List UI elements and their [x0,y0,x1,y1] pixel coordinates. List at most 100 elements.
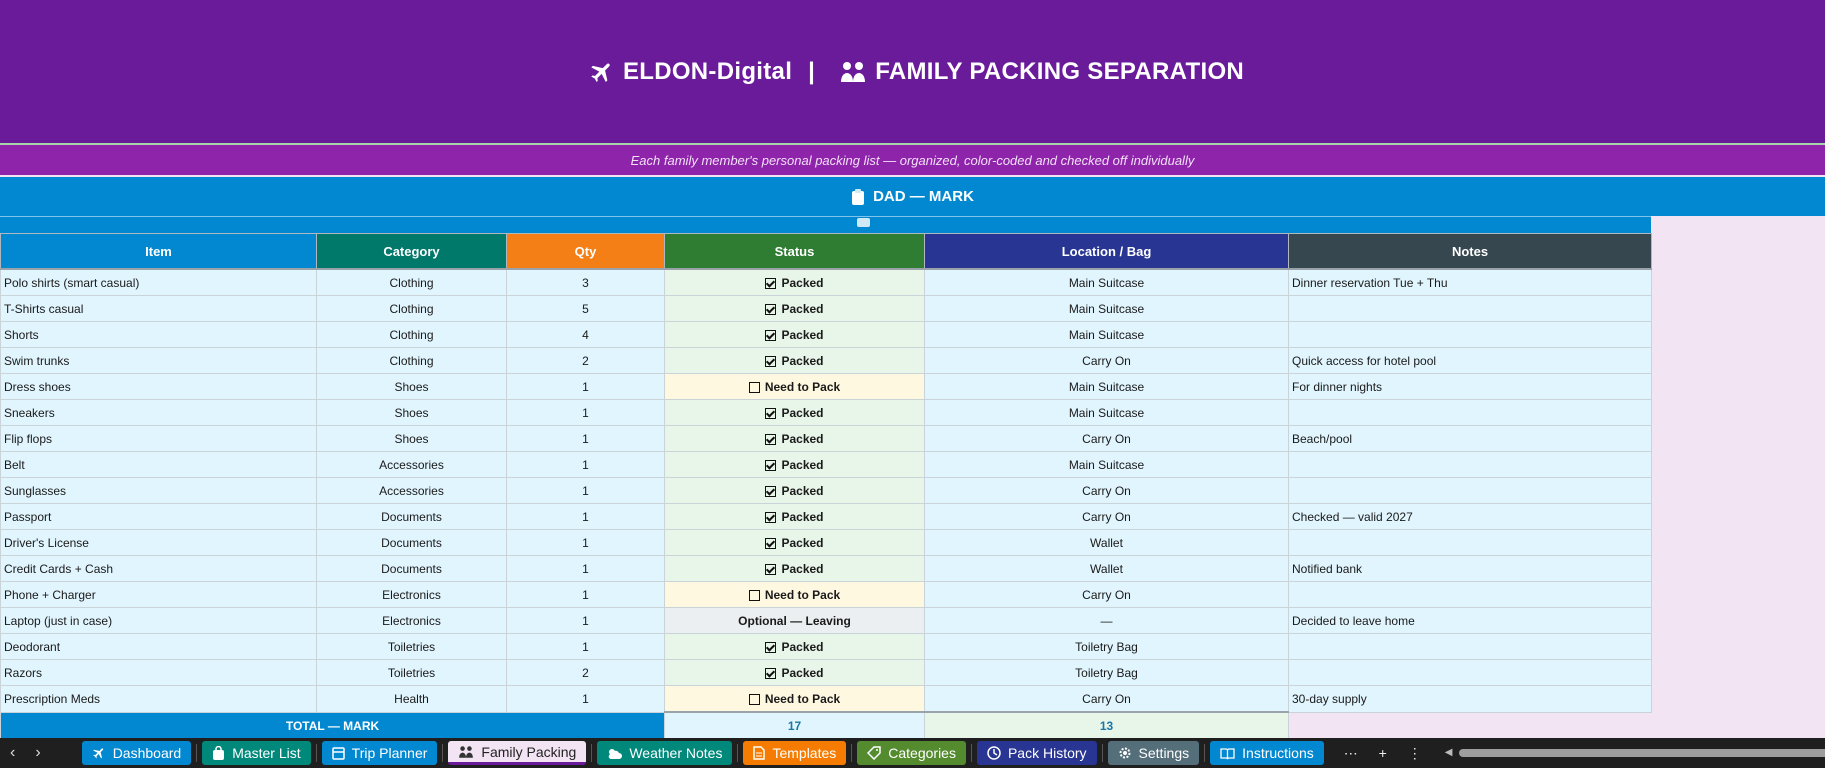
cell-notes[interactable] [1288,295,1652,322]
cell-item[interactable]: Razors [0,659,317,686]
checked-box-icon[interactable] [765,329,777,341]
cell-category[interactable]: Clothing [316,268,507,296]
cell-status[interactable]: Need to Pack [664,581,925,608]
scrollbar-thumb[interactable] [1458,749,1825,757]
cell-category[interactable]: Clothing [316,321,507,348]
tab-weather-notes[interactable]: Weather Notes [597,741,733,765]
cell-status[interactable]: Packed [664,425,925,452]
cell-category[interactable]: Documents [316,555,507,582]
cell-notes[interactable] [1288,659,1652,686]
next-sheet-icon[interactable]: › [35,744,41,761]
cell-qty[interactable]: 4 [506,321,665,348]
cell-qty[interactable]: 5 [506,295,665,322]
cell-qty[interactable]: 1 [506,529,665,556]
cell-notes[interactable] [1288,581,1652,608]
column-header-notes[interactable]: Notes [1288,233,1652,270]
total-packed[interactable]: 13 [924,711,1289,740]
cell-notes[interactable]: Quick access for hotel pool [1288,347,1652,374]
cell-notes[interactable]: Checked — valid 2027 [1288,503,1652,530]
cell-item[interactable]: Prescription Meds [0,685,317,713]
checked-box-icon[interactable] [765,459,777,471]
cell-qty[interactable]: 2 [506,659,665,686]
checked-box-icon[interactable] [765,667,777,679]
cell-category[interactable]: Electronics [316,581,507,608]
cell-item[interactable]: Laptop (just in case) [0,607,317,634]
column-header-item[interactable]: Item [0,233,317,270]
cell-status[interactable]: Packed [664,321,925,348]
cell-category[interactable]: Toiletries [316,659,507,686]
sheet-menu-icon[interactable]: ⋮ [1407,744,1422,761]
cell-category[interactable]: Shoes [316,425,507,452]
cell-notes[interactable]: For dinner nights [1288,373,1652,400]
cell-location[interactable]: Wallet [924,555,1289,582]
cell-qty[interactable]: 1 [506,477,665,504]
column-header-category[interactable]: Category [316,233,507,270]
cell-qty[interactable]: 1 [506,503,665,530]
cell-item[interactable]: Polo shirts (smart casual) [0,268,317,296]
cell-notes[interactable] [1288,529,1652,556]
cell-qty[interactable]: 1 [506,607,665,634]
cell-item[interactable]: Flip flops [0,425,317,452]
cell-status[interactable]: Packed [664,399,925,426]
tab-master-list[interactable]: Master List [202,741,311,765]
cell-location[interactable]: Main Suitcase [924,295,1289,322]
tab-dashboard[interactable]: Dashboard [81,741,192,765]
cell-item[interactable]: Sunglasses [0,477,317,504]
cell-location[interactable]: Main Suitcase [924,373,1289,400]
horizontal-scrollbar[interactable]: ◀ [1445,746,1825,760]
cell-location[interactable]: — [924,607,1289,634]
checked-box-icon[interactable] [765,563,777,575]
cell-qty[interactable]: 1 [506,581,665,608]
cell-location[interactable]: Carry On [924,425,1289,452]
cell-item[interactable]: Dress shoes [0,373,317,400]
cell-notes[interactable] [1288,451,1652,478]
cell-location[interactable]: Main Suitcase [924,399,1289,426]
cell-notes[interactable] [1288,633,1652,660]
cell-qty[interactable]: 1 [506,425,665,452]
cell-notes[interactable]: 30-day supply [1288,685,1652,713]
column-header-qty[interactable]: Qty [506,233,665,270]
cell-status[interactable]: Need to Pack [664,685,925,713]
cell-notes[interactable]: Notified bank [1288,555,1652,582]
cell-item[interactable]: Belt [0,451,317,478]
cell-item[interactable]: Sneakers [0,399,317,426]
total-qty[interactable]: 17 [664,711,925,740]
cell-item[interactable]: Phone + Charger [0,581,317,608]
cell-item[interactable]: T-Shirts casual [0,295,317,322]
tab-instructions[interactable]: Instructions [1210,741,1324,765]
add-sheet-icon[interactable]: + [1378,745,1387,761]
cell-status[interactable]: Packed [664,451,925,478]
cell-category[interactable]: Clothing [316,347,507,374]
unchecked-box-icon[interactable] [748,381,760,393]
cell-notes[interactable]: Beach/pool [1288,425,1652,452]
cell-location[interactable]: Carry On [924,347,1289,374]
scroll-left-icon[interactable]: ◀ [1444,747,1453,758]
cell-category[interactable]: Accessories [316,477,507,504]
cell-location[interactable]: Carry On [924,581,1289,608]
cell-qty[interactable]: 3 [506,268,665,296]
cell-qty[interactable]: 1 [506,685,665,713]
cell-status[interactable]: Packed [664,633,925,660]
cell-category[interactable]: Documents [316,529,507,556]
cell-qty[interactable]: 1 [506,633,665,660]
cell-category[interactable]: Documents [316,503,507,530]
cell-qty[interactable]: 1 [506,451,665,478]
checked-box-icon[interactable] [765,407,777,419]
cell-status[interactable]: Packed [664,477,925,504]
tab-family-packing[interactable]: Family Packing [448,741,587,765]
cell-notes[interactable] [1288,477,1652,504]
cell-notes[interactable]: Decided to leave home [1288,607,1652,634]
cell-category[interactable]: Clothing [316,295,507,322]
cell-item[interactable]: Credit Cards + Cash [0,555,317,582]
checked-box-icon[interactable] [765,485,777,497]
cell-qty[interactable]: 1 [506,373,665,400]
cell-location[interactable]: Toiletry Bag [924,633,1289,660]
cell-category[interactable]: Health [316,685,507,713]
checked-box-icon[interactable] [765,511,777,523]
tab-pack-history[interactable]: Pack History [976,741,1097,765]
cell-location[interactable]: Main Suitcase [924,268,1289,296]
cell-location[interactable]: Main Suitcase [924,321,1289,348]
tab-trip-planner[interactable]: Trip Planner [321,741,438,765]
checked-box-icon[interactable] [765,641,777,653]
cell-status[interactable]: Packed [664,295,925,322]
